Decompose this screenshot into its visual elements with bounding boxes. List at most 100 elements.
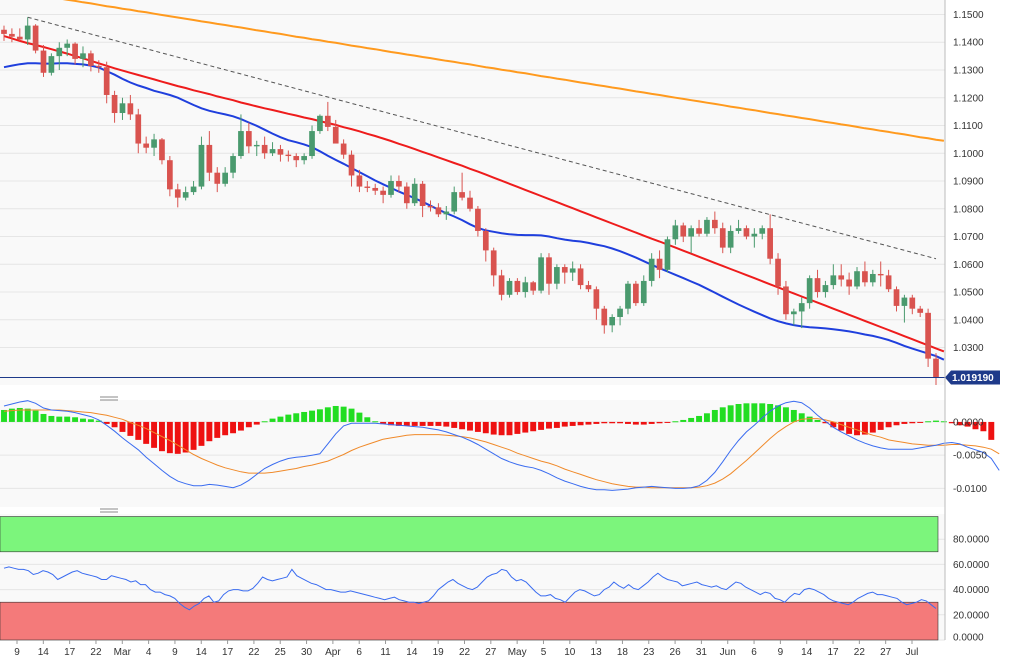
candle — [451, 186, 458, 215]
macd-histogram-bar — [735, 403, 742, 422]
price-tick-label: 1.1100 — [953, 121, 983, 132]
macd-histogram-bar — [206, 421, 213, 442]
sma-slow-line — [62, 0, 945, 142]
x-tick-label: 17 — [222, 647, 234, 658]
x-tick-label: 22 — [854, 647, 866, 658]
macd-histogram-bar — [56, 416, 63, 422]
candle — [530, 280, 537, 295]
x-tick-label: 22 — [459, 647, 471, 658]
macd-tick-label: -0.0050 — [953, 451, 987, 462]
x-tick-label: 9 — [778, 647, 784, 658]
rsi-tick-label: 60.0000 — [953, 560, 990, 571]
macd-histogram-bar — [751, 403, 758, 422]
macd-histogram-bar — [80, 418, 86, 422]
macd-histogram-bar — [719, 407, 726, 422]
candle — [443, 205, 450, 220]
macd-histogram-bar — [261, 421, 268, 423]
macd-histogram-bar — [759, 403, 766, 422]
x-tick-label: Apr — [325, 647, 341, 658]
candle — [625, 280, 631, 315]
candle — [498, 269, 505, 301]
macd-histogram-bar — [696, 415, 703, 422]
macd-histogram-bar — [885, 421, 892, 428]
macd-histogram-bar — [482, 421, 489, 434]
macd-histogram-bar — [182, 421, 189, 453]
x-axis: 9 14 17 22 Mar 4 9 14 17 22 25 30 Apr 6 11 14 19 22 27 May 5… — [14, 640, 918, 658]
macd-histogram-bar — [356, 412, 363, 422]
candle — [253, 140, 260, 157]
macd-histogram-bar — [901, 421, 908, 424]
x-tick-label: 14 — [38, 647, 50, 658]
macd-histogram-bar — [316, 409, 323, 422]
macd-histogram-bar — [632, 421, 639, 425]
candle — [214, 167, 221, 193]
x-tick-label: 27 — [485, 647, 497, 658]
macd-histogram-bar — [285, 414, 292, 422]
price-y-axis: 1.1500 1.1400 1.1300 1.1200 1.1100 1.1000 1.09… — [953, 10, 984, 354]
candle — [862, 261, 868, 287]
candle — [696, 219, 702, 237]
candle — [506, 278, 513, 298]
rsi-tick-label: 40.0000 — [953, 585, 990, 596]
trendline — [27, 16, 937, 260]
macd-histogram-bar — [474, 421, 481, 432]
panel-resize-handle[interactable] — [100, 396, 118, 401]
macd-histogram-bar — [427, 421, 434, 426]
macd-histogram-bar — [940, 421, 947, 423]
candle — [546, 253, 552, 295]
candle — [585, 280, 592, 293]
candle — [324, 101, 331, 132]
price-tick-label: 1.1200 — [953, 93, 984, 104]
x-tick-label: 11 — [380, 647, 391, 658]
candle — [672, 219, 679, 245]
candle — [877, 261, 884, 287]
macd-histogram-bar — [435, 421, 442, 426]
macd-histogram-bar — [727, 405, 734, 422]
candle — [467, 190, 473, 212]
macd-histogram-bar — [988, 421, 995, 440]
macd-histogram-bar — [861, 421, 868, 435]
macd-histogram-bar — [546, 421, 552, 429]
macd-histogram-bar — [1, 409, 7, 422]
candle — [24, 17, 31, 46]
macd-histogram-bar — [72, 417, 79, 422]
candle — [719, 222, 726, 254]
x-tick-label: 14 — [196, 647, 208, 658]
x-tick-label: 14 — [801, 647, 813, 658]
macd-histogram-bar — [846, 421, 853, 434]
macd-histogram — [1, 403, 995, 454]
macd-signal-line — [3, 409, 1000, 489]
candle — [459, 172, 465, 201]
candle — [238, 114, 244, 159]
candle — [656, 250, 663, 279]
rsi-tick-label: 20.0000 — [953, 610, 990, 621]
macd-histogram-bar — [585, 421, 592, 425]
candle — [32, 24, 39, 54]
price-tick-label: 1.0500 — [953, 288, 984, 299]
macd-histogram-bar — [522, 421, 529, 433]
candle — [222, 167, 228, 187]
candle — [767, 214, 773, 265]
candle — [293, 153, 300, 168]
candle — [735, 219, 742, 234]
candle — [285, 150, 292, 162]
macd-histogram-bar — [151, 421, 158, 448]
x-tick-label: Mar — [114, 647, 132, 658]
macd-histogram-bar — [490, 421, 497, 435]
macd-histogram-bar — [688, 417, 695, 422]
macd-histogram-bar — [956, 421, 963, 426]
candle — [403, 182, 410, 209]
macd-histogram-bar — [640, 421, 647, 425]
candle — [917, 305, 924, 318]
candle — [419, 181, 426, 218]
candle — [174, 183, 181, 208]
macd-histogram-bar — [380, 421, 387, 424]
x-tick-label: 17 — [64, 647, 76, 658]
candle — [933, 353, 939, 385]
panel-resize-handle[interactable] — [100, 508, 118, 513]
macd-histogram-bar — [672, 421, 679, 423]
macd-histogram-bar — [467, 421, 473, 431]
candle — [230, 153, 236, 179]
x-tick-label: 14 — [406, 647, 418, 658]
macd-histogram-bar — [87, 419, 94, 422]
